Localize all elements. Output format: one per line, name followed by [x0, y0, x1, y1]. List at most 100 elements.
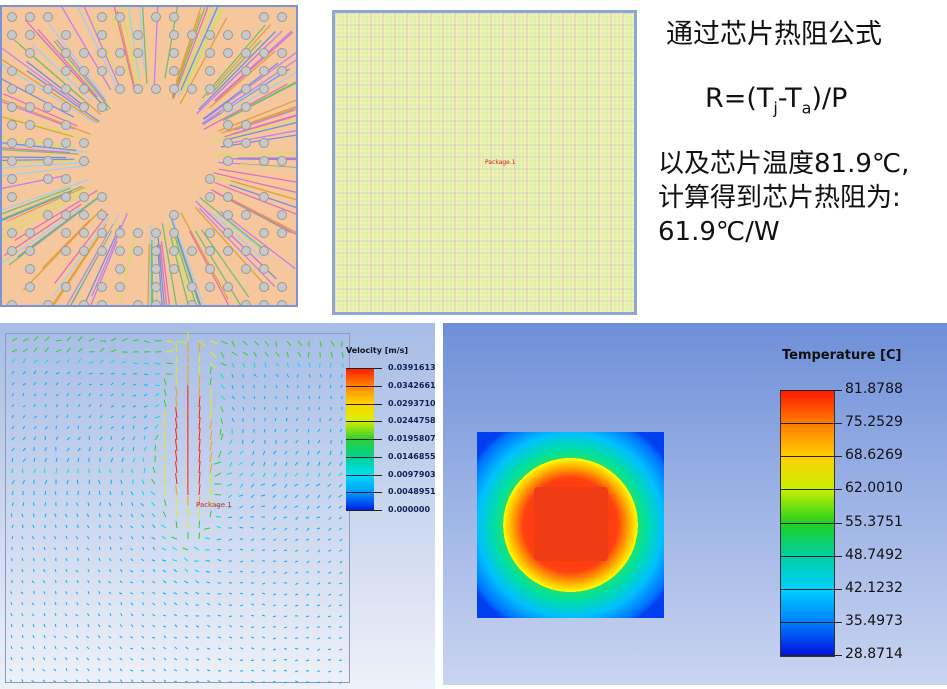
- velocity-vector: [154, 444, 157, 452]
- velocity-vector: [108, 502, 112, 507]
- via: [205, 66, 215, 76]
- subscript-a: a: [801, 98, 812, 118]
- velocity-vector: [32, 546, 35, 551]
- via: [43, 102, 53, 112]
- via: [151, 84, 161, 94]
- via: [241, 120, 251, 130]
- velocity-vector: [220, 384, 226, 390]
- pcb-layout-image: [0, 5, 298, 307]
- velocity-vector: [76, 635, 79, 639]
- velocity-vector: [108, 602, 112, 606]
- velocity-vector: [154, 415, 161, 419]
- velocity-vector: [108, 581, 112, 584]
- trace: [229, 184, 296, 209]
- velocity-vector: [11, 425, 15, 430]
- velocity-vector: [297, 395, 300, 400]
- velocity-vector: [175, 497, 178, 507]
- velocity-vector: [317, 615, 321, 618]
- velocity-vector: [161, 524, 167, 529]
- velocity-vector: [250, 483, 255, 488]
- velocity-vector: [239, 681, 244, 684]
- via: [7, 120, 17, 130]
- velocity-vector: [152, 669, 156, 672]
- velocity-vector: [99, 502, 102, 507]
- velocity-vector: [141, 647, 145, 650]
- via: [7, 84, 17, 94]
- velocity-vector: [65, 580, 68, 584]
- velocity-vector: [53, 547, 57, 551]
- velocity-vector: [207, 669, 211, 672]
- velocity-vector: [11, 436, 15, 441]
- velocity-vector: [141, 524, 145, 529]
- velocity-vector: [151, 478, 156, 485]
- velocity-vector: [209, 351, 217, 358]
- velocity-vector: [55, 457, 58, 463]
- velocity-vector: [214, 493, 222, 496]
- velocity-vector: [75, 591, 79, 595]
- velocity-vector: [44, 347, 50, 353]
- velocity-vector: [229, 636, 233, 639]
- velocity-vector: [54, 612, 57, 617]
- velocity-vector: [33, 415, 37, 419]
- velocity-vector: [151, 636, 156, 639]
- velocity-legend-label: 0.0391613: [388, 363, 435, 372]
- velocity-vector: [32, 524, 35, 529]
- velocity-vector: [66, 371, 71, 375]
- velocity-vector: [209, 452, 213, 463]
- velocity-vector: [306, 461, 310, 467]
- velocity-vector: [274, 428, 277, 433]
- velocity-vector: [33, 335, 39, 342]
- velocity-vector: [216, 538, 222, 541]
- velocity-vector: [132, 362, 138, 365]
- velocity-vector: [175, 376, 178, 386]
- temperature-legend-label: 62.0010: [845, 480, 903, 497]
- velocity-vector: [53, 680, 57, 683]
- via: [61, 246, 71, 256]
- trace: [214, 31, 294, 102]
- velocity-vector: [163, 646, 167, 650]
- velocity-vector: [340, 450, 343, 456]
- trace: [220, 105, 296, 134]
- velocity-vector: [163, 487, 167, 496]
- velocity-vector: [284, 439, 288, 444]
- velocity-vector: [77, 457, 80, 463]
- via: [277, 210, 287, 220]
- velocity-vector: [88, 425, 92, 430]
- trace: [2, 194, 81, 238]
- velocity-vector: [130, 592, 134, 595]
- velocity-vector: [184, 568, 189, 573]
- velocity-vector: [209, 419, 213, 430]
- velocity-vector: [171, 536, 178, 540]
- velocity-vector: [220, 362, 227, 367]
- velocity-vector: [315, 483, 321, 487]
- trace: [218, 161, 296, 169]
- velocity-vector: [283, 549, 288, 552]
- velocity-vector: [174, 428, 178, 441]
- velocity-vector: [316, 604, 321, 607]
- velocity-vector: [228, 538, 233, 541]
- velocity-vector: [33, 403, 36, 408]
- via: [151, 300, 161, 305]
- via: [241, 84, 251, 94]
- velocity-vector: [31, 536, 35, 540]
- via: [25, 84, 35, 94]
- via: [241, 300, 251, 305]
- velocity-vector: [130, 491, 134, 496]
- velocity-vector: [66, 458, 70, 463]
- velocity-vector: [97, 624, 101, 628]
- trace: [83, 224, 122, 305]
- velocity-vector: [239, 604, 244, 607]
- via: [7, 228, 17, 238]
- velocity-vector: [152, 591, 156, 595]
- velocity-vector: [11, 468, 14, 474]
- velocity-vector: [275, 384, 278, 389]
- velocity-vector: [33, 457, 36, 463]
- velocity-vector: [175, 354, 178, 364]
- via: [61, 48, 71, 58]
- velocity-vector: [55, 339, 63, 342]
- velocity-vector: [283, 604, 288, 607]
- via: [259, 246, 269, 256]
- trace: [220, 210, 296, 270]
- velocity-vector: [317, 439, 321, 444]
- velocity-vector: [53, 536, 57, 540]
